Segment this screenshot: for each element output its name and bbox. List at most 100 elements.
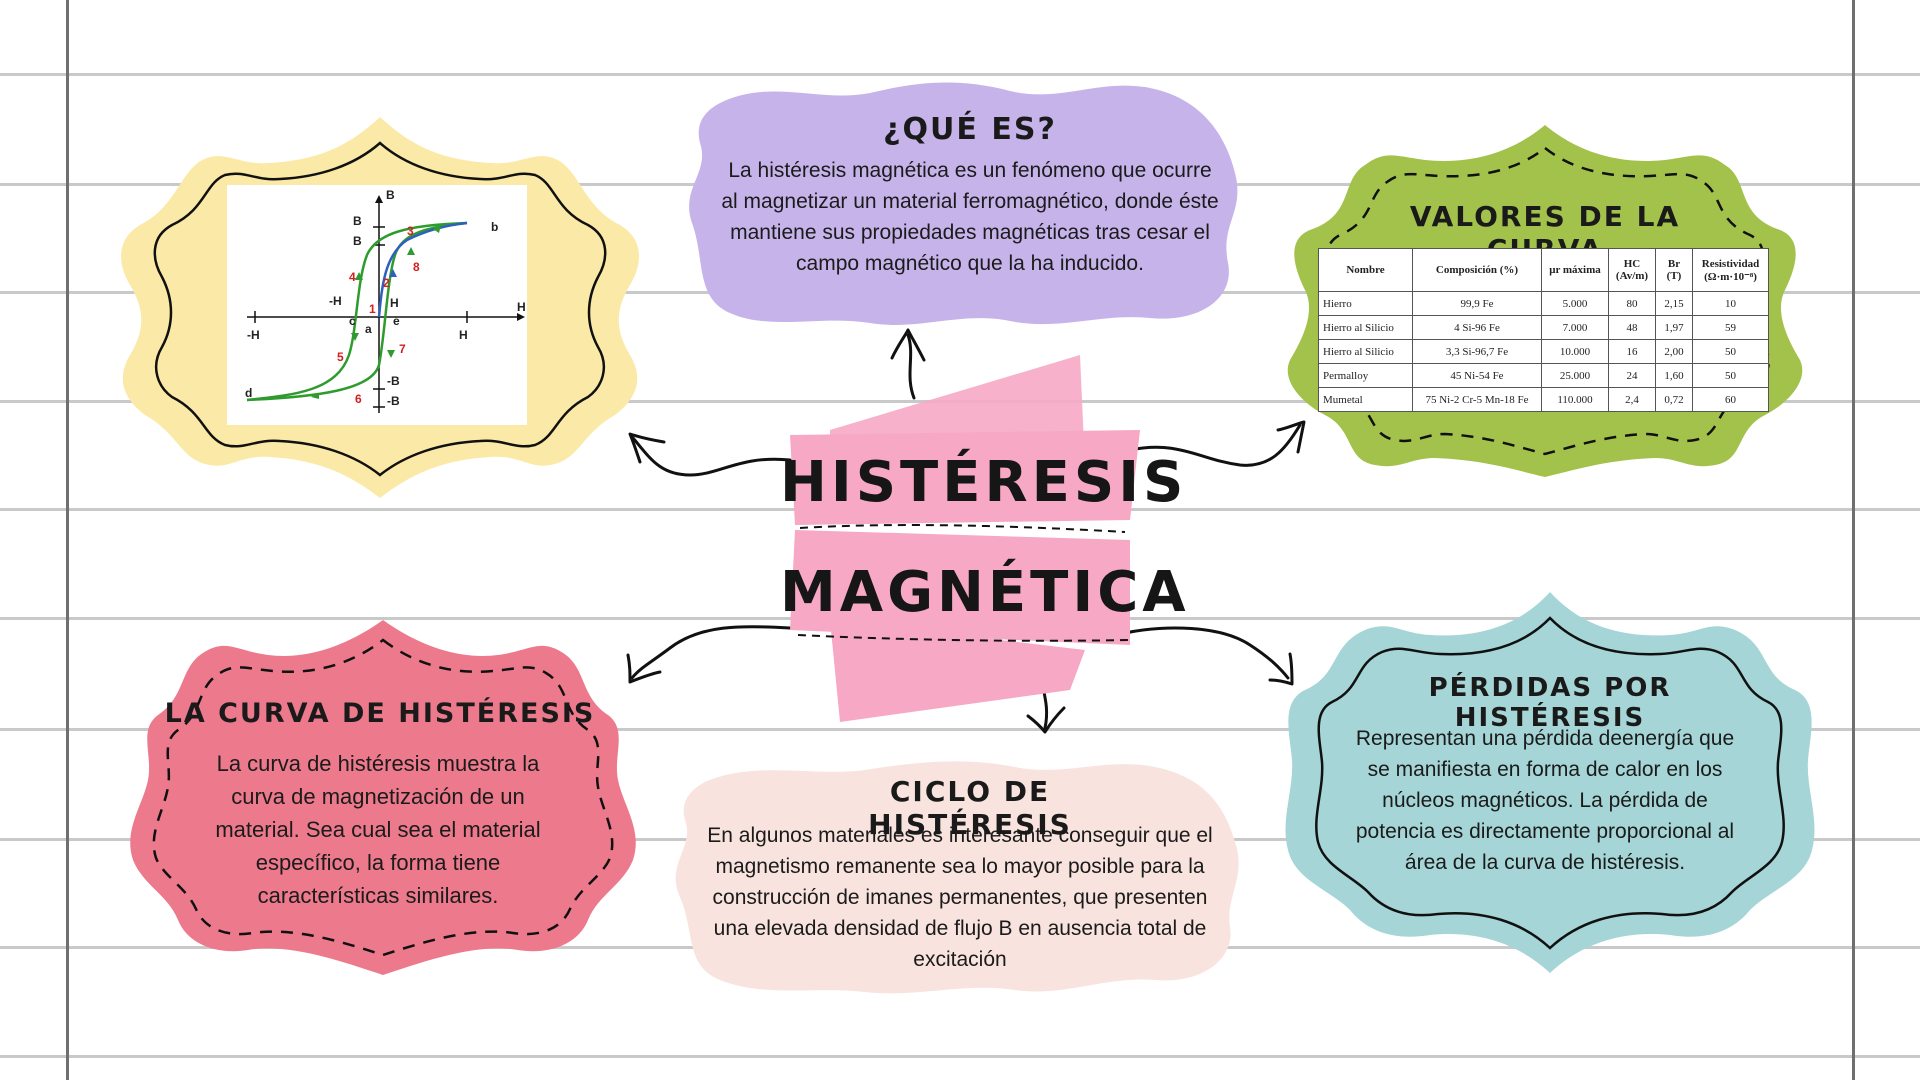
svg-text:8: 8 [413, 260, 420, 274]
ribbon-band-top [790, 430, 1140, 525]
b-axis-arrow [375, 195, 383, 203]
table-cell: 50 [1692, 339, 1769, 364]
table-cell: 60 [1692, 387, 1769, 412]
col-header: Br (T) [1655, 248, 1693, 292]
margin-line-left [66, 0, 69, 1080]
col-header: HC (Av/m) [1608, 248, 1656, 292]
table-cell: 0,72 [1655, 387, 1693, 412]
col-header: μr máxima [1541, 248, 1609, 292]
table-cell: 2,00 [1655, 339, 1693, 364]
svg-text:-B: -B [387, 374, 400, 388]
table-body: Hierro 99,9 Fe 5.000 80 2,15 10 Hierro al Sili… [1318, 291, 1769, 412]
table-cell: 24 [1608, 363, 1656, 388]
ribbon-bottom-stitch [797, 634, 1131, 642]
ciclo-title: CICLO DE HISTÉRESIS [868, 775, 1072, 841]
card-background [689, 82, 1238, 325]
card-background [1285, 592, 1815, 973]
table-row: Mumetal 75 Ni-2 Cr-5 Mn-18 Fe 110.000 2,4 0,… [1318, 387, 1769, 412]
que-es-text: La histéresis magnética es un fenómeno q… [721, 159, 1219, 275]
svg-text:H: H [459, 328, 468, 342]
table-cell: 16 [1608, 339, 1656, 364]
table-row: Permalloy 45 Ni-54 Fe 25.000 24 1,60 50 [1318, 363, 1769, 388]
svg-text:3: 3 [407, 224, 414, 238]
table-header-row: Nombre Composición (%) μr máxima HC (Av/… [1318, 248, 1769, 292]
ribbon-divider [799, 524, 1126, 533]
col-header: Resistividad (Ω·m·10⁻⁸) [1692, 248, 1769, 292]
table-cell: 75 Ni-2 Cr-5 Mn-18 Fe [1412, 387, 1542, 412]
table-cell: Mumetal [1318, 387, 1413, 412]
svg-text:e: e [393, 314, 400, 328]
ruled-line [0, 728, 1920, 731]
svg-text:d: d [245, 386, 252, 400]
svg-text:H: H [517, 300, 526, 314]
ciclo-card [675, 761, 1239, 994]
svg-text:4: 4 [349, 270, 356, 284]
ruled-line [0, 73, 1920, 76]
ribbon-bottom-back [830, 620, 1085, 722]
card-dashed-outline [152, 638, 614, 957]
svg-text:1: 1 [369, 302, 376, 316]
table-cell: Hierro [1318, 291, 1413, 316]
svg-text:5: 5 [337, 350, 344, 364]
svg-text:2: 2 [383, 276, 390, 290]
table-cell: 1,60 [1655, 363, 1693, 388]
svg-text:-H: -H [329, 294, 342, 308]
que-es-title: ¿QUÉ ES? [883, 112, 1057, 147]
col-header: Composición (%) [1412, 248, 1542, 292]
loop-upper-curve [246, 221, 468, 402]
svg-text:B: B [353, 234, 362, 248]
table-cell: 59 [1692, 315, 1769, 340]
table-cell: 80 [1608, 291, 1656, 316]
que-es-card [689, 82, 1238, 325]
hysteresis-graph: B H B B -H H -H H -B -B a b c d e 1 2 3 … [227, 185, 527, 425]
table-cell: Hierro al Silicio [1318, 315, 1413, 340]
ruled-line [0, 1055, 1920, 1058]
svg-text:7: 7 [399, 342, 406, 356]
card-dashed-outline [1319, 146, 1771, 456]
curva-title: LA CURVA DE HISTÉRESIS [164, 698, 596, 729]
table-cell: 10.000 [1541, 339, 1609, 364]
table-row: Hierro 99,9 Fe 5.000 80 2,15 10 [1318, 291, 1769, 316]
center-title-line1: HISTÉRESIS [780, 450, 1188, 515]
center-ribbon [790, 355, 1140, 722]
perdidas-card [1285, 592, 1815, 973]
svg-text:c: c [349, 314, 356, 328]
svg-text:a: a [365, 322, 372, 336]
table-cell: 25.000 [1541, 363, 1609, 388]
table-cell: 45 Ni-54 Fe [1412, 363, 1542, 388]
table-cell: 2,4 [1608, 387, 1656, 412]
initial-magnetization-curve [377, 221, 468, 318]
table-cell: 7.000 [1541, 315, 1609, 340]
valores-table: Nombre Composición (%) μr máxima HC (Av/… [1318, 248, 1769, 412]
curva-text: La curva de histéresis muestra la curva … [215, 751, 541, 908]
table-cell: 10 [1692, 291, 1769, 316]
col-header: Nombre [1318, 248, 1413, 292]
svg-text:-B: -B [387, 394, 400, 408]
table-cell: 1,97 [1655, 315, 1693, 340]
table-cell: 99,9 Fe [1412, 291, 1542, 316]
ribbon-band-bottom [790, 530, 1130, 645]
ciclo-text: En algunos materiales es interesante con… [707, 824, 1213, 971]
margin-line-right [1852, 0, 1855, 1080]
card-outline [1315, 616, 1785, 950]
curva-card [130, 620, 636, 975]
perdidas-text: Representan una pérdida deenergía que se… [1355, 727, 1735, 874]
table-cell: Hierro al Silicio [1318, 339, 1413, 364]
loop-lower-curve [246, 221, 468, 402]
center-title-line2: MAGNÉTICA [780, 560, 1190, 625]
card-background [130, 620, 636, 975]
table-cell: 48 [1608, 315, 1656, 340]
svg-text:b: b [491, 220, 498, 234]
svg-text:-H: -H [247, 328, 260, 342]
graph-background [227, 185, 527, 425]
h-axis-arrow [517, 313, 525, 321]
table-cell: 4 Si-96 Fe [1412, 315, 1542, 340]
table-cell: 5.000 [1541, 291, 1609, 316]
table-cell: 50 [1692, 363, 1769, 388]
svg-text:6: 6 [355, 392, 362, 406]
frame-outline [153, 141, 607, 477]
table-row: Hierro al Silicio 4 Si-96 Fe 7.000 48 1,97 59 [1318, 315, 1769, 340]
table-cell: 3,3 Si-96,7 Fe [1412, 339, 1542, 364]
svg-text:B: B [353, 214, 362, 228]
